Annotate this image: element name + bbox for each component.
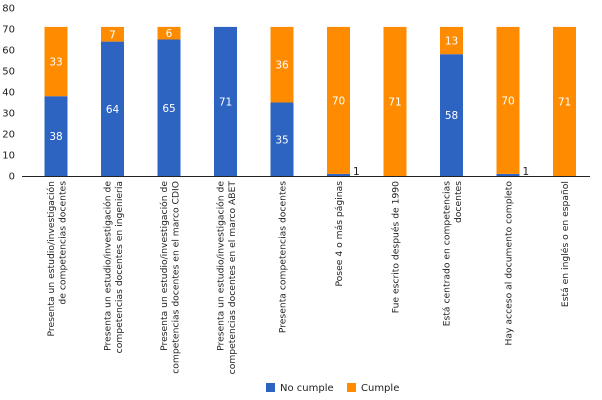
legend-swatch-cumple: [347, 383, 356, 392]
data-label-no-cumple: 1: [353, 166, 360, 178]
category-label: Está centrado en competencias docentes: [441, 181, 464, 326]
category-label: Fue escrito después de 1990: [391, 181, 402, 313]
data-label-no-cumple: 35: [275, 134, 288, 146]
y-tick-label: 0: [9, 172, 15, 183]
category-label: Presenta un estudio/investigación de comp…: [102, 181, 125, 354]
data-labels: 38 33 64 7 65 6 71 35 36 1 70 71 58 13 1 70 71: [49, 28, 571, 178]
bar-no-cumple: [327, 173, 350, 176]
category-label-line: de competencias docentes: [57, 181, 68, 305]
category-label-line: Está centrado en competencias: [441, 181, 452, 326]
legend-label-no-cumple: No cumple: [280, 383, 334, 394]
data-label-cumple: 36: [275, 60, 289, 72]
bar-no-cumple: [270, 102, 294, 176]
bar-no-cumple: [44, 96, 68, 176]
data-label-cumple: 6: [166, 28, 173, 40]
y-tick-label: 10: [2, 151, 15, 162]
bar-cumple: [553, 26, 576, 177]
data-label-cumple: 70: [501, 95, 514, 107]
bars: [44, 26, 576, 177]
category-labels: Presenta un estudio/investigación de comp…: [46, 181, 571, 375]
bar-no-cumple: [101, 41, 124, 176]
bar-cumple: [327, 26, 350, 174]
category-label: Está en inglés o en español: [560, 181, 571, 307]
category-label-line: Presenta un estudio/investigación de: [102, 181, 113, 351]
data-label-no-cumple: 1: [523, 166, 530, 178]
category-label-line: Está en inglés o en español: [560, 181, 571, 307]
category-label: Presenta un estudio/investigación de comp…: [159, 181, 182, 374]
category-label-line: Fue escrito después de 1990: [391, 181, 402, 313]
y-tick-label: 70: [2, 25, 15, 36]
legend-label-cumple: Cumple: [361, 383, 399, 394]
bar-cumple: [440, 26, 463, 55]
category-label: Posee 4 o más páginas: [334, 181, 345, 287]
legend-swatch-no-cumple: [266, 383, 275, 392]
data-label-cumple: 71: [558, 96, 571, 108]
bar-cumple: [101, 26, 124, 42]
category-label-line: competencias docentes en el marco CDIO: [170, 181, 181, 374]
bar-no-cumple: [496, 173, 520, 176]
bar-no-cumple: [440, 54, 463, 177]
category-label-line: docentes: [453, 181, 464, 223]
data-label-cumple: 7: [109, 29, 116, 41]
bar-cumple: [270, 26, 294, 103]
data-label-no-cumple: 38: [49, 131, 62, 143]
data-label-cumple: 13: [445, 36, 458, 48]
category-label-line: competencias docentes en el marco ABET: [227, 181, 238, 375]
data-label-no-cumple: 71: [219, 96, 232, 108]
bar-no-cumple: [157, 39, 181, 176]
category-label: Presenta competencias docentes: [278, 181, 289, 333]
y-tick-label: 50: [2, 67, 15, 78]
category-label-line: Presenta un estudio/investigación de: [215, 181, 226, 351]
category-label-line: Presenta un estudio/investigación: [46, 181, 57, 337]
category-label-line: Presenta un estudio/investigación de: [159, 181, 170, 351]
bar-cumple: [157, 26, 181, 40]
category-label-line: Presenta competencias docentes: [278, 181, 289, 333]
category-label-line: competencias docentes en ingeniería: [114, 181, 125, 353]
data-label-no-cumple: 58: [445, 110, 458, 122]
bar-cumple: [383, 26, 407, 177]
y-tick-label: 30: [2, 109, 15, 120]
bar-cumple: [496, 26, 520, 174]
bar-cumple: [44, 26, 68, 97]
category-label: Hay acceso al documento completo: [504, 181, 515, 346]
data-label-no-cumple: 65: [162, 103, 175, 115]
data-label-cumple: 71: [388, 96, 401, 108]
y-tick-label: 20: [2, 130, 15, 141]
category-label: Presenta un estudio/investigación de comp…: [46, 181, 69, 337]
axes: 0 10 20 30 40 50 60 70 80: [2, 4, 590, 183]
category-label: Presenta un estudio/investigación de comp…: [215, 181, 238, 375]
y-tick-label: 80: [2, 4, 15, 15]
data-label-cumple: 33: [49, 57, 62, 69]
bar-no-cumple: [214, 26, 237, 177]
category-label-line: Hay acceso al documento completo: [504, 181, 515, 346]
data-label-no-cumple: 64: [106, 104, 120, 116]
y-tick-label: 60: [2, 46, 15, 57]
legend: No cumple Cumple: [266, 383, 399, 394]
category-label-line: Posee 4 o más páginas: [334, 181, 345, 287]
y-tick-label: 40: [2, 88, 15, 99]
data-label-cumple: 70: [332, 95, 345, 107]
